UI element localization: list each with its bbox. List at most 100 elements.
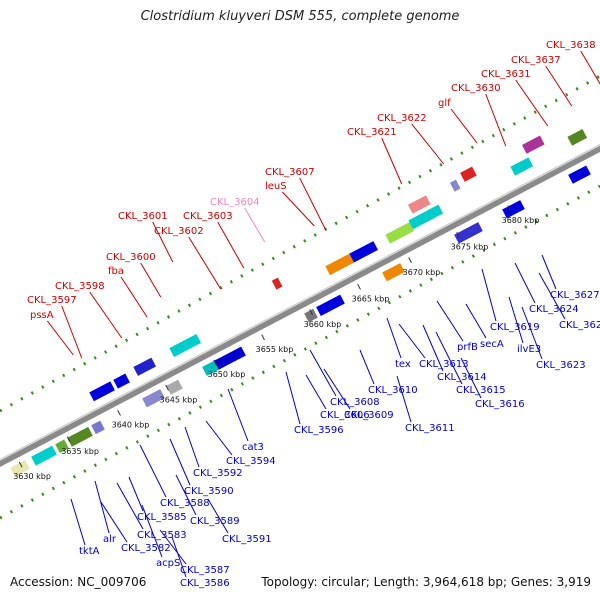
gene-label[interactable]: secA [480, 339, 504, 350]
gene-block [316, 294, 345, 317]
gene-label[interactable]: tktA [79, 546, 100, 557]
gene-label[interactable]: CKL_3619 [490, 322, 540, 333]
leader-line [460, 357, 482, 399]
gene-block [142, 389, 165, 408]
gene-label[interactable]: CKL_3630 [451, 83, 501, 94]
gene-label[interactable]: ilvE3 [517, 344, 541, 355]
leader-line [120, 276, 148, 318]
gene-label[interactable]: acpS [156, 558, 180, 569]
gene-label[interactable]: leuS [265, 181, 287, 192]
gene-label[interactable]: CKL_3588 [160, 498, 210, 509]
gene-label[interactable]: CKL_3598 [55, 281, 105, 292]
gene-label[interactable]: CKL_3610 [368, 385, 418, 396]
gene-label[interactable]: CKL_3597 [27, 295, 77, 306]
leader-line [281, 191, 315, 227]
gene-label[interactable]: CKL_3638 [546, 40, 596, 51]
gene-block [449, 179, 461, 192]
leader-line [422, 324, 444, 372]
gene-block [214, 346, 246, 370]
gene-label[interactable]: cat3 [242, 442, 264, 453]
gene-label[interactable]: CKL_3590 [184, 486, 234, 497]
gene-label[interactable]: CKL_3616 [475, 399, 525, 410]
gene-label[interactable]: CKL_3627 [550, 290, 600, 301]
gene-label[interactable]: CKL_3609 [344, 410, 394, 421]
gene-label[interactable]: CKL_3585 [137, 512, 187, 523]
gene-label[interactable]: CKL_3615 [456, 385, 506, 396]
gene-label[interactable]: prfB [457, 342, 478, 353]
leader-line [508, 296, 524, 344]
gene-label[interactable]: CKL_3613 [419, 359, 469, 370]
gene-label[interactable]: CKL_3591 [222, 534, 272, 545]
tick-mark [456, 232, 460, 238]
gene-block [521, 135, 545, 154]
gene-label[interactable]: CKL_3611 [405, 423, 455, 434]
gene-label[interactable]: CKL_3592 [193, 468, 243, 479]
gene-label[interactable]: CKL_3586 [180, 578, 230, 589]
leader-line [139, 444, 167, 498]
leader-line [435, 331, 463, 385]
gene-label[interactable]: CKL_3602 [154, 226, 204, 237]
gene-label[interactable]: CKL_3596 [294, 425, 344, 436]
tick-label: 3670 kbp [403, 268, 441, 277]
gene-label[interactable]: fba [108, 266, 124, 277]
leader-line [159, 529, 187, 565]
gene-label[interactable]: CKL_3624 [529, 304, 579, 315]
gene-label[interactable]: tex [395, 359, 411, 370]
leader-line [545, 65, 573, 107]
gene-block [567, 129, 588, 146]
gene-label[interactable]: CKL_3621 [347, 127, 397, 138]
leader-line [398, 323, 426, 359]
gene-label[interactable]: CKL_3600 [106, 252, 156, 263]
leader-line [481, 268, 497, 322]
gene-block [55, 439, 69, 454]
gene-label[interactable]: CKL_3631 [481, 69, 531, 80]
gene-label[interactable]: CKL_3583 [137, 530, 187, 541]
gene-label[interactable]: CKL_3622 [377, 113, 427, 124]
gene-label[interactable]: CKL_3607 [265, 167, 315, 178]
gene-label[interactable]: pssA [30, 310, 54, 321]
leader-line [305, 374, 327, 410]
gene-label[interactable]: CKL_3594 [226, 456, 276, 467]
leader-line [128, 476, 144, 512]
tick-label: 3680 kbp [502, 216, 540, 225]
tick-mark [408, 257, 412, 264]
leader-line [381, 137, 403, 185]
gene-label[interactable]: CKL_3623 [536, 360, 586, 371]
leader-line [411, 123, 445, 165]
tick-mark [507, 205, 511, 212]
leader-line [207, 498, 229, 534]
gene-label[interactable]: CKL_3604 [210, 197, 260, 208]
gene-label[interactable]: CKL_3606 [320, 410, 370, 421]
leader-line [205, 420, 233, 456]
gene-label[interactable]: CKL_3587 [180, 565, 230, 576]
gene-block [454, 222, 483, 244]
gene-label[interactable]: alr [103, 534, 117, 545]
gene-block [271, 277, 283, 290]
genome-summary: Topology: circular; Length: 3,964,618 bp… [261, 575, 591, 589]
gene-block [91, 420, 105, 435]
leader-line [396, 375, 412, 423]
leader-line [61, 305, 83, 359]
gene-label[interactable]: CKL_3601 [118, 211, 168, 222]
tick-mark [309, 309, 313, 315]
gene-label[interactable]: CKL_3608 [330, 397, 380, 408]
gene-label[interactable]: CKL_3614 [437, 372, 487, 383]
gene-label[interactable]: CKL_3589 [190, 516, 240, 527]
gene-label[interactable]: glf [438, 98, 451, 109]
leader-line [309, 349, 337, 397]
gene-label[interactable]: CKL_3626 [559, 320, 600, 331]
gene-block [169, 333, 202, 357]
leader-line [436, 300, 464, 342]
leader-line [70, 498, 86, 546]
leader-line [521, 306, 543, 360]
tick-label: 3630 kbp [13, 472, 51, 481]
gene-label[interactable]: CKL_3582 [121, 543, 171, 554]
gene-block [133, 357, 156, 376]
outer-dotted-ring [0, 74, 600, 413]
gene-block [385, 222, 415, 244]
tick-label: 3640 kbp [112, 421, 150, 430]
gene-label[interactable]: CKL_3603 [183, 211, 233, 222]
gene-label[interactable]: CKL_3637 [511, 55, 561, 66]
tick-label: 3635 kbp [61, 447, 99, 456]
